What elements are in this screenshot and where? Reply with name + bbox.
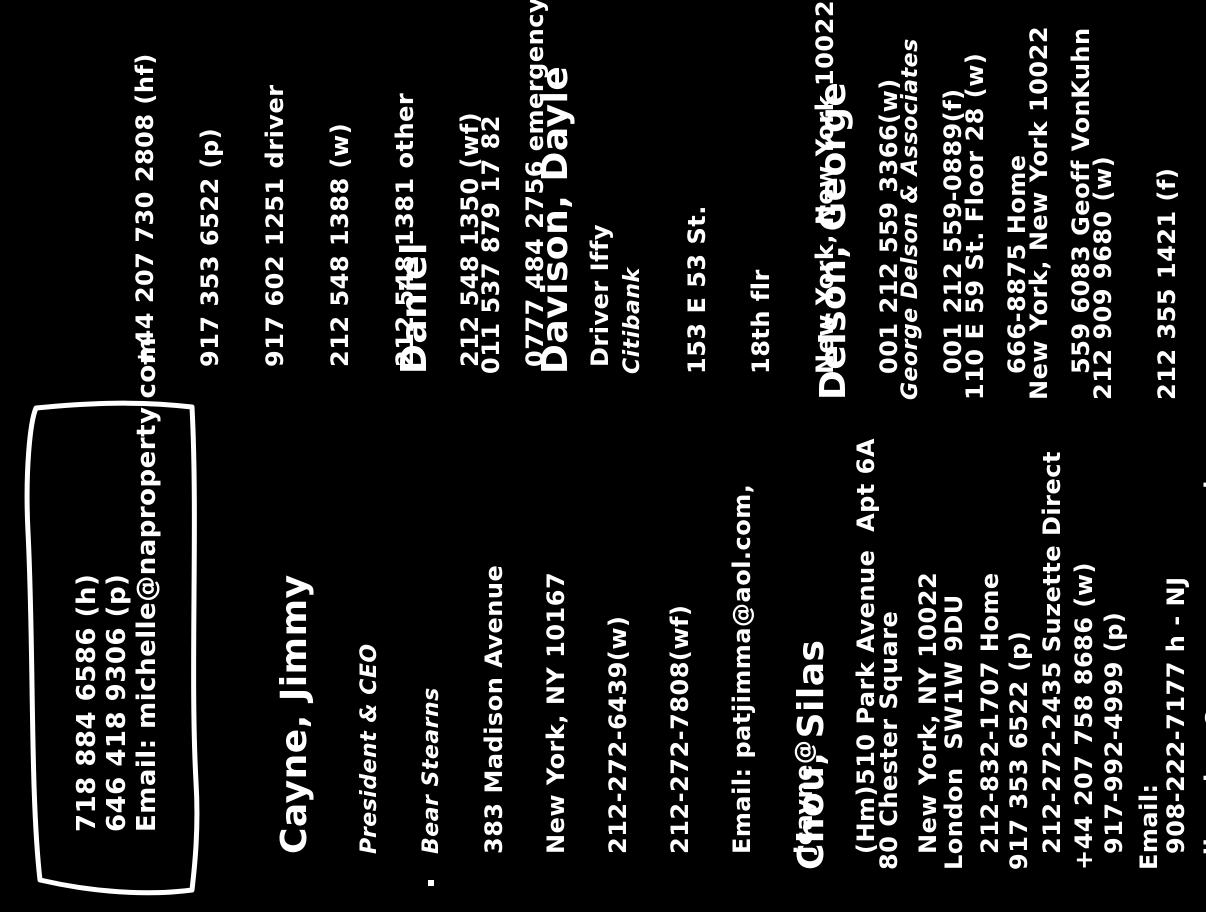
contact-name: Davison, Dayle bbox=[535, 65, 576, 374]
note-email: Email: michelle@naproperty.com bbox=[132, 336, 162, 832]
hand-drawn-box bbox=[24, 400, 200, 896]
entry-chou: Chou, Silas 80 Chester Square London SW1… bbox=[748, 480, 1206, 870]
note-phone-pager: 646 418 9306 (p) bbox=[102, 573, 132, 832]
contact-name: Delson, George bbox=[813, 81, 854, 400]
address-line: 110 E 59 St. Floor 28 (w) bbox=[961, 52, 989, 400]
address-line: New York, New York 10022 bbox=[1025, 25, 1053, 400]
phone-line: 212 548 1388 (w) bbox=[326, 122, 354, 367]
phone-line: 212 355 1421 (f) bbox=[1153, 167, 1181, 400]
phone-line: 917 353 6522 (p) bbox=[1005, 630, 1033, 870]
company-name: Citibank bbox=[620, 267, 645, 374]
phone-line: 917 353 6522 (p) bbox=[196, 127, 224, 367]
email-line: silas.chou@aspucy-gavvavd bbox=[1200, 480, 1206, 870]
contact-name: Daniel bbox=[394, 242, 435, 374]
contact-name: Cayne, Jimmy bbox=[274, 574, 315, 854]
phone-line: 917 602 1251 driver bbox=[261, 84, 289, 367]
address-line: London SW1W 9DU bbox=[940, 594, 968, 870]
contact-title: President & CEO bbox=[357, 643, 382, 854]
email-line: Email: bbox=[1135, 783, 1163, 870]
address-line: 153 E 53 St. bbox=[683, 205, 711, 374]
contact-name: Chou, Silas bbox=[791, 639, 832, 870]
phone-line: 212 909 9680 (w) bbox=[1089, 155, 1117, 400]
company-name: Bear Stearns bbox=[419, 687, 444, 854]
phone-line: +44 207 730 2808 (hf) bbox=[131, 53, 159, 367]
note-phone-home: 718 884 6586 (h) bbox=[72, 573, 102, 832]
entry-delson: Delson, George George Delson & Associate… bbox=[770, 26, 1206, 400]
address-line: New York, NY 10167 bbox=[542, 571, 570, 854]
phone-line: 212-272-7808(wf) bbox=[666, 604, 694, 854]
address-line: 383 Madison Avenue bbox=[480, 564, 508, 854]
phone-line: 212-272-6439(w) bbox=[604, 615, 632, 854]
phone-line: +44 207 758 8686 (w) bbox=[1070, 561, 1098, 870]
address-line: 80 Chester Square bbox=[875, 610, 903, 870]
scan-artifact-dot bbox=[428, 880, 434, 886]
company-name: George Delson & Associates bbox=[898, 38, 923, 400]
